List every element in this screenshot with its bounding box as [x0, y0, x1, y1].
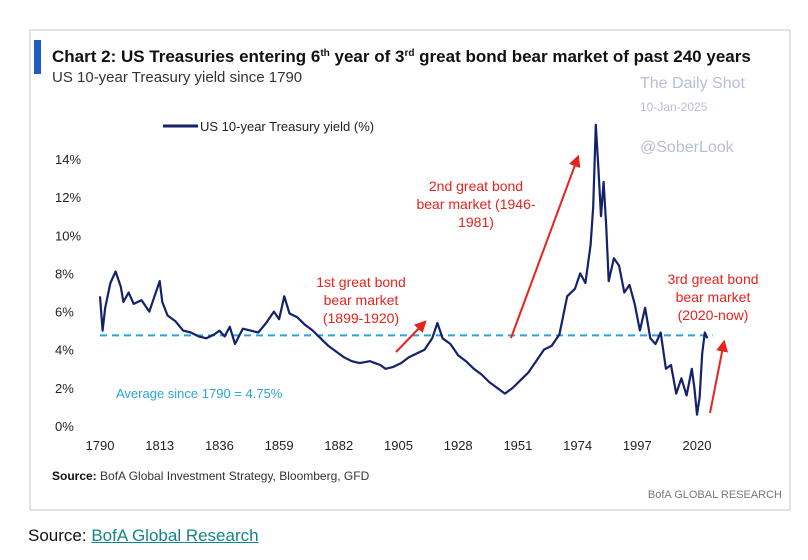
x-tick-label: 1951 — [503, 438, 532, 453]
y-tick-label: 6% — [55, 305, 74, 320]
annotation-text: bear market — [676, 289, 751, 305]
source-link[interactable]: BofA Global Research — [91, 526, 259, 545]
annotation-text: 3rd great bond — [667, 271, 758, 287]
y-tick-label: 14% — [55, 152, 81, 167]
x-tick-label: 2020 — [683, 438, 712, 453]
annotation-text: 1st great bond — [316, 274, 406, 290]
annotation-text: (1899-1920) — [323, 310, 399, 326]
chart-title: Chart 2: US Treasuries entering 6th year… — [52, 47, 751, 66]
chart-subtitle: US 10-year Treasury yield since 1790 — [52, 69, 302, 86]
legend-label: US 10-year Treasury yield (%) — [200, 119, 374, 134]
annotation-text: 2nd great bond — [429, 178, 523, 194]
annotation-text: bear market — [324, 292, 399, 308]
arrow-3rd-bear — [709, 339, 729, 414]
average-label: Average since 1790 = 4.75% — [116, 386, 283, 401]
annotation-arrows — [395, 154, 729, 414]
footer-source-prefix: Source: — [28, 526, 92, 545]
x-tick-label: 1790 — [86, 438, 115, 453]
x-tick-label: 1836 — [205, 438, 234, 453]
arrow-1st-bear — [395, 320, 427, 353]
x-tick-label: 1882 — [324, 438, 353, 453]
y-tick-label: 4% — [55, 343, 74, 358]
arrow-2nd-bear — [510, 154, 581, 339]
x-tick-label: 1928 — [444, 438, 473, 453]
title-accent-bar — [34, 40, 41, 74]
watermark-date: 10-Jan-2025 — [640, 100, 708, 114]
annotation-text: bear market (1946- — [416, 196, 535, 212]
x-tick-label: 1905 — [384, 438, 413, 453]
y-tick-label: 10% — [55, 228, 81, 243]
watermark-name: The Daily Shot — [640, 75, 745, 92]
y-tick-label: 12% — [55, 190, 81, 205]
x-tick-label: 1813 — [145, 438, 174, 453]
x-tick-label: 1974 — [563, 438, 592, 453]
annotation-text: 1981) — [458, 214, 494, 230]
y-tick-label: 2% — [55, 381, 74, 396]
x-tick-label: 1859 — [265, 438, 294, 453]
chart-frame — [29, 29, 791, 511]
y-tick-label: 0% — [55, 419, 74, 434]
annotation-text: (2020-now) — [678, 307, 749, 323]
page-source-line: Source: BofA Global Research — [28, 526, 259, 546]
watermark-handle: @SoberLook — [640, 139, 735, 156]
x-tick-label: 1997 — [623, 438, 652, 453]
chart-source: Source: BofA Global Investment Strategy,… — [52, 469, 370, 483]
y-tick-label: 8% — [55, 266, 74, 281]
brand-label: BofA GLOBAL RESEARCH — [648, 489, 782, 501]
series-line-yield — [98, 123, 709, 416]
